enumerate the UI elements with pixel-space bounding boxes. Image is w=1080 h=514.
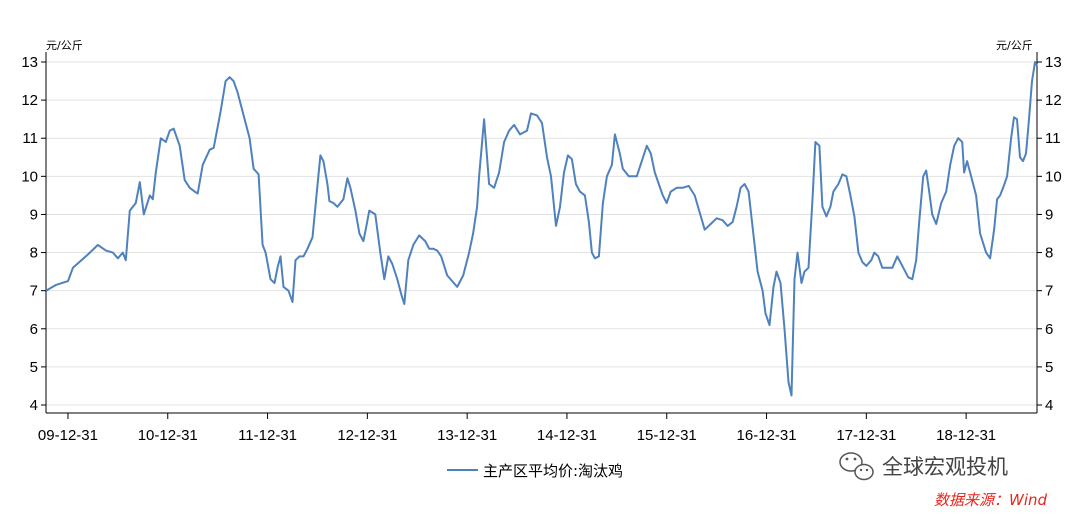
y-tick-label-right: 7 <box>1045 283 1053 300</box>
legend-label: 主产区平均价:淘汰鸡 <box>483 462 623 480</box>
wechat-logo-icon <box>839 452 874 481</box>
y-tick-label-left: 10 <box>21 168 38 185</box>
gridlines <box>46 61 1037 406</box>
x-tick-label: 12-12-31 <box>337 427 397 444</box>
y-tick-label-left: 13 <box>21 54 38 71</box>
y-tick-label-right: 4 <box>1045 397 1053 414</box>
y-tick-label-right: 10 <box>1045 168 1062 185</box>
x-tick-label: 11-12-31 <box>238 427 297 444</box>
series-layer <box>45 61 1038 397</box>
x-tick-label: 17-12-31 <box>836 427 896 444</box>
y-tick-label-left: 4 <box>30 397 38 414</box>
x-tick-label: 09-12-31 <box>38 427 98 444</box>
y-tick-label-left: 6 <box>30 321 38 338</box>
x-tick-label: 16-12-31 <box>737 427 797 444</box>
y-tick-label-right: 13 <box>1045 54 1062 71</box>
x-axis-ticks: 09-12-31 10-12-31 11-12-31 12-12-31 13-12-31… <box>38 413 996 444</box>
y-tick-label-left: 5 <box>30 359 38 376</box>
watermark-text: 全球宏观投机 <box>882 455 1008 479</box>
y-tick-label-right: 12 <box>1045 92 1062 109</box>
source-label: 数据来源：Wind <box>934 491 1048 509</box>
y-tick-label-right: 6 <box>1045 321 1053 338</box>
y-tick-label-right: 5 <box>1045 359 1053 376</box>
y-axis-left-ticks: 4 5 6 7 8 9 10 11 12 13 <box>21 54 46 414</box>
x-tick-label: 13-12-31 <box>437 427 497 444</box>
y-tick-label-left: 9 <box>30 206 38 223</box>
series-line <box>45 61 1038 397</box>
y-axis-left-unit: 元/公斤 <box>46 39 83 52</box>
y-tick-label-right: 8 <box>1045 245 1053 262</box>
y-tick-label-left: 8 <box>30 245 38 262</box>
y-tick-label-right: 9 <box>1045 206 1053 223</box>
y-axis-right-ticks: 4 5 6 7 8 9 10 11 12 13 <box>1037 54 1062 414</box>
y-tick-label-left: 12 <box>21 92 38 109</box>
y-axis-right-unit: 元/公斤 <box>996 39 1033 52</box>
y-tick-label-left: 7 <box>30 283 38 300</box>
x-tick-label: 14-12-31 <box>537 427 597 444</box>
x-tick-label: 18-12-31 <box>936 427 996 444</box>
x-tick-label: 15-12-31 <box>637 427 697 444</box>
x-tick-label: 10-12-31 <box>138 427 198 444</box>
y-tick-label-left: 11 <box>22 130 38 147</box>
y-tick-label-right: 11 <box>1045 130 1061 147</box>
